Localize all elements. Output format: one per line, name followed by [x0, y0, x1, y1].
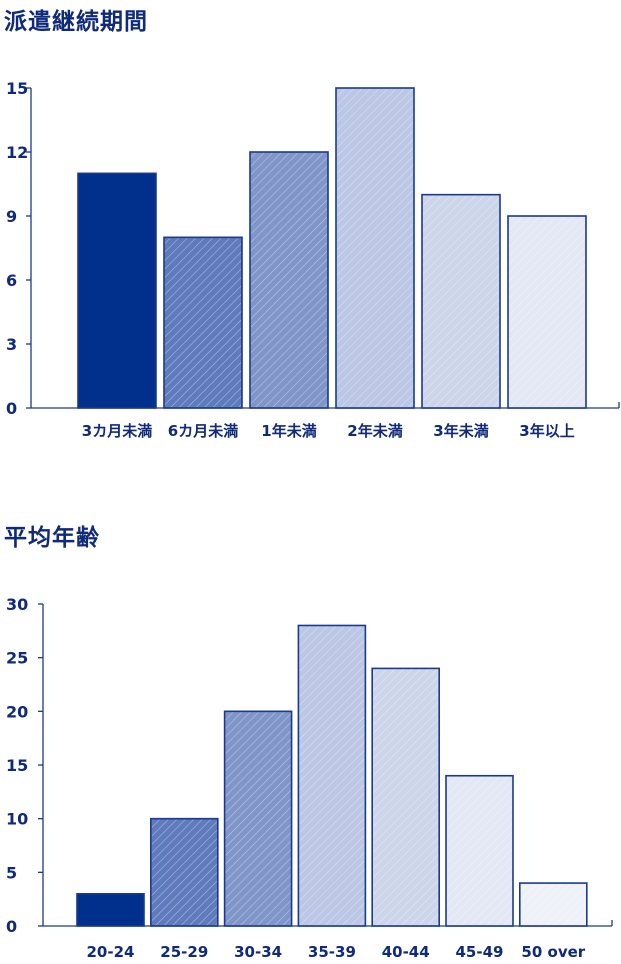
duration-bar-chart: 0 3 6 9 12 15 3カ月未満 6カ月未満 1年未満 2年未満 3年未満 3年以上 — [6, 79, 620, 440]
bar-hatch — [165, 238, 241, 407]
y-tick-label: 15 — [6, 756, 28, 775]
bar — [76, 892, 145, 927]
bar-hatch — [337, 89, 413, 407]
y-tick-label: 10 — [6, 810, 28, 829]
category-label: 40-44 — [382, 943, 430, 961]
category-label: 35-39 — [308, 943, 356, 961]
category-label: 6カ月未満 — [168, 422, 238, 440]
bar-hatch — [151, 819, 217, 925]
y-tick-label: 0 — [6, 399, 17, 418]
y-tick-label: 5 — [6, 863, 17, 882]
age-bar-chart: 0 5 10 15 20 25 30 20-24 25-29 30-34 35-39 40-44 45-… — [6, 595, 613, 961]
bar-hatch — [423, 195, 499, 407]
category-label: 25-29 — [160, 943, 208, 961]
bar-hatch — [373, 669, 439, 925]
y-tick-label: 20 — [6, 702, 28, 721]
category-label: 3カ月未満 — [82, 422, 152, 440]
chart-title-age: 平均年齢 — [4, 525, 100, 551]
bar-hatch — [509, 217, 585, 407]
category-label: 1年未満 — [261, 422, 316, 440]
y-tick-label: 0 — [6, 917, 17, 936]
y-tick-label: 9 — [6, 207, 17, 226]
bar-hatch — [447, 776, 512, 925]
bar-hatch — [299, 626, 365, 925]
category-label: 3年以上 — [519, 422, 574, 440]
y-tick-label: 15 — [6, 79, 28, 98]
category-label: 50 over — [521, 943, 585, 961]
y-tick-label: 6 — [6, 271, 17, 290]
bar-hatch — [225, 712, 291, 925]
bar — [77, 172, 157, 409]
y-tick-label: 30 — [6, 595, 28, 614]
category-label: 2年未満 — [347, 422, 402, 440]
y-tick-label: 12 — [6, 143, 28, 162]
category-label: 45-49 — [456, 943, 504, 961]
category-label: 30-34 — [234, 943, 282, 961]
category-label: 20-24 — [87, 943, 135, 961]
y-tick-label: 3 — [6, 335, 17, 354]
bar-hatch — [251, 153, 327, 407]
chart-title-duration: 派遣継続期間 — [4, 9, 148, 35]
category-label: 3年未満 — [433, 422, 488, 440]
bar-hatch — [520, 884, 586, 925]
y-tick-label: 25 — [6, 649, 28, 668]
